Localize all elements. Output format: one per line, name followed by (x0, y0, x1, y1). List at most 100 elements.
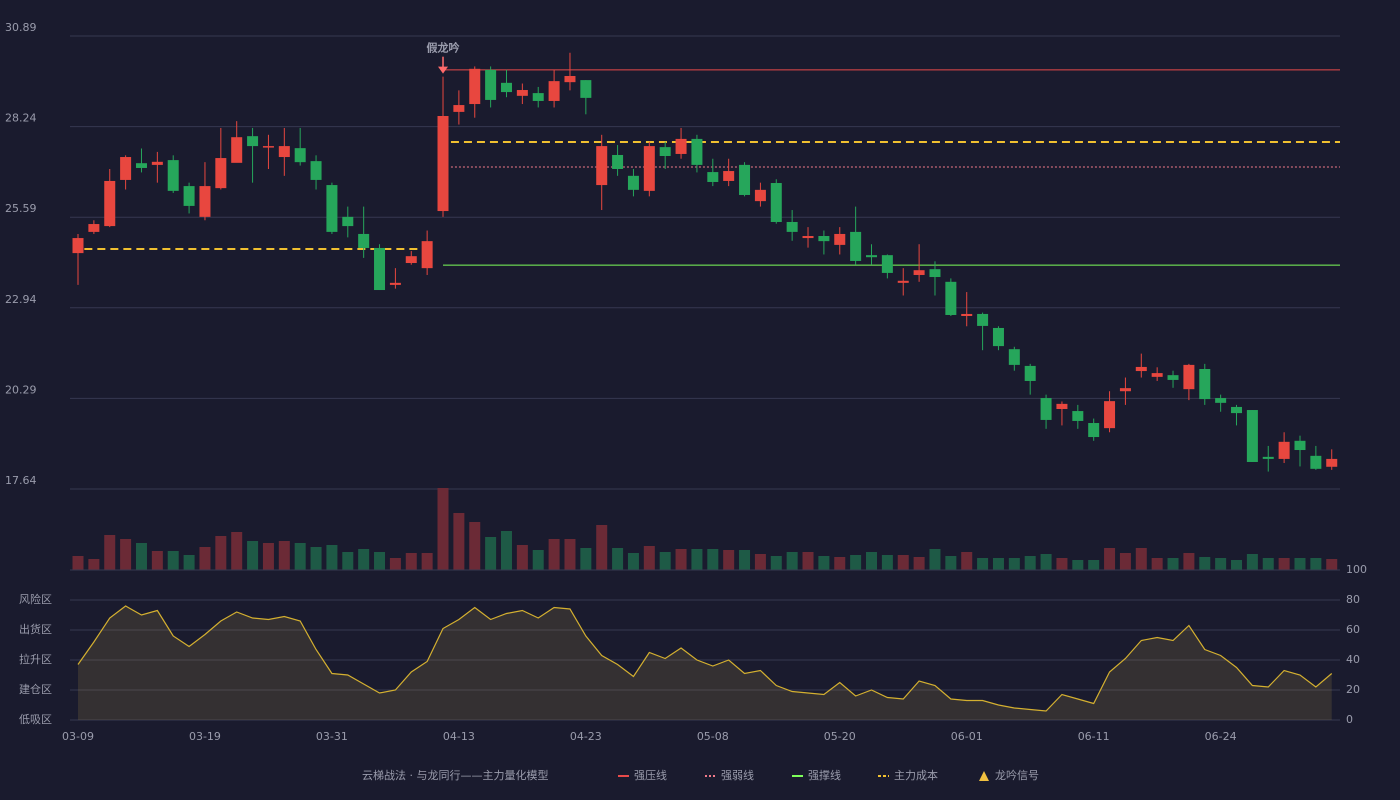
legend-label: 主力成本 (894, 768, 938, 782)
candle-body (818, 236, 830, 242)
signal-label: 假龙吟 (427, 41, 460, 55)
volume-bar (516, 545, 528, 570)
volume-bar (389, 558, 401, 570)
volume-bar (1088, 560, 1100, 570)
candle-body (675, 138, 687, 154)
volume-bar (135, 543, 147, 570)
volume-bar (786, 552, 798, 570)
x-tick-label: 06-24 (1205, 730, 1237, 743)
signal-arrow-head (438, 66, 449, 74)
candle-body (1246, 410, 1258, 462)
volume-bar (405, 553, 417, 570)
y-tick-label: 30.89 (5, 21, 37, 34)
candle-body (1104, 401, 1116, 429)
volume-bar (627, 553, 639, 570)
candle-body (564, 76, 576, 83)
volume-bar (818, 556, 830, 570)
volume-bar (183, 555, 195, 570)
y-tick-label: 60 (1346, 623, 1360, 636)
candle-body (405, 256, 417, 264)
candle-body (754, 189, 766, 202)
volume-bar (342, 552, 354, 570)
candle-body (1294, 440, 1306, 451)
candle-body (707, 172, 719, 182)
candle-body (199, 186, 211, 217)
candle-body (1183, 364, 1195, 390)
candle-body (278, 146, 290, 158)
volume-bar (1167, 558, 1179, 570)
candle-body (1167, 375, 1179, 380)
candle-body (1008, 349, 1020, 365)
candle-body (1215, 398, 1227, 403)
volume-bar (691, 549, 703, 570)
volume-bar (770, 556, 782, 570)
candle-body (485, 69, 497, 100)
volume-bar (659, 552, 671, 570)
volume-bar (310, 547, 322, 570)
candle-body (691, 138, 703, 165)
volume-bar (326, 545, 338, 570)
candle-body (151, 161, 163, 165)
volume-bar (151, 551, 163, 570)
volume-bar (215, 536, 227, 570)
volume-bar (834, 557, 846, 570)
candle-body (421, 241, 433, 269)
volume-bar (1231, 560, 1243, 570)
y-tick-label: 25.59 (5, 202, 37, 215)
volume-bar (374, 552, 386, 570)
y-tick-label: 40 (1346, 653, 1360, 666)
candle-body (739, 164, 751, 195)
candle-body (834, 233, 846, 245)
candle-body (1088, 423, 1100, 438)
candle-body (580, 80, 592, 98)
candle-body (453, 105, 465, 112)
volume-bar (739, 550, 751, 570)
candle-body (881, 255, 893, 273)
y-tick-label: 28.24 (5, 112, 37, 125)
candle-body (1199, 368, 1211, 400)
x-tick-label: 03-19 (189, 730, 221, 743)
candle-body (1135, 366, 1147, 372)
zone-label: 风险区 (19, 592, 52, 606)
candle-body (358, 233, 370, 248)
candle-body (913, 270, 925, 275)
volume-bar (469, 522, 481, 570)
volume-bar (913, 557, 925, 570)
legend-label: 强撑线 (808, 768, 841, 782)
x-tick-label: 04-13 (443, 730, 475, 743)
candle-body (1056, 403, 1068, 409)
y-tick-label: 0 (1346, 713, 1353, 726)
volume-bar (707, 549, 719, 570)
y-tick-label: 100 (1346, 563, 1367, 576)
candle-body (262, 146, 274, 148)
volume-bar (247, 541, 259, 570)
volume-bar (1024, 556, 1036, 570)
candle-body (802, 236, 814, 239)
candle-body (167, 160, 179, 191)
volume-bar (1135, 548, 1147, 570)
volume-bar (961, 552, 973, 570)
candle-body (770, 183, 782, 222)
candle-body (1119, 388, 1131, 392)
candle-body (500, 82, 512, 93)
candle-body (627, 175, 639, 190)
candle-body (72, 238, 84, 254)
x-tick-label: 04-23 (570, 730, 602, 743)
candle-body (247, 136, 259, 147)
x-tick-label: 06-11 (1078, 730, 1110, 743)
candle-body (548, 81, 560, 101)
volume-bar (1040, 554, 1052, 570)
volume-bar (850, 555, 862, 570)
legend-swatch (979, 771, 989, 781)
candle-body (374, 247, 386, 291)
volume-bar (1119, 553, 1131, 570)
candle-body (1278, 441, 1290, 459)
x-tick-label: 05-20 (824, 730, 856, 743)
volume-bar (881, 555, 893, 570)
volume-bar (548, 539, 560, 570)
candle-body (850, 231, 862, 261)
zone-label: 低吸区 (19, 713, 52, 726)
volume-bar (1278, 558, 1290, 570)
legend-label: 龙吟信号 (995, 768, 1039, 782)
candle-body (135, 163, 147, 168)
